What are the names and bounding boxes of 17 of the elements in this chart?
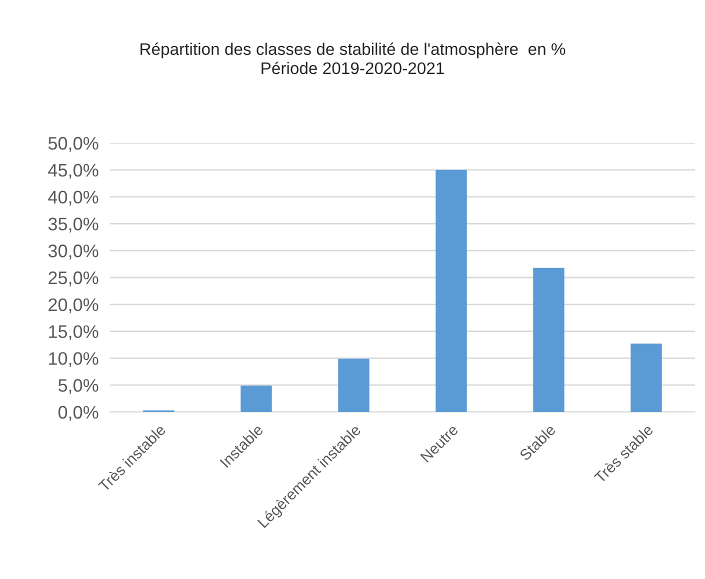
y-tick-label: 30,0% xyxy=(48,244,98,260)
y-tick-label: 0,0% xyxy=(58,406,98,421)
bar xyxy=(240,386,272,412)
y-tick-label: 25,0% xyxy=(48,271,98,286)
y-tick-label: 35,0% xyxy=(48,218,98,233)
y-tick-label: 10,0% xyxy=(49,352,98,368)
y-tick-label: 15,0% xyxy=(49,325,98,340)
chart-title: Répartition des classes de stabilité de l'atmosphère en % Période 2019-2020-2021 xyxy=(140,42,566,74)
y-tick-label: 20,0% xyxy=(48,298,98,314)
bar xyxy=(338,358,370,412)
bar xyxy=(630,344,662,412)
bar xyxy=(533,268,564,412)
y-tick-label: 45,0% xyxy=(48,164,98,179)
y-tick-label: 40,0% xyxy=(48,190,98,206)
bar xyxy=(436,170,467,412)
y-tick-label: 5,0% xyxy=(58,379,98,394)
y-tick-label: 50,0% xyxy=(48,136,98,152)
